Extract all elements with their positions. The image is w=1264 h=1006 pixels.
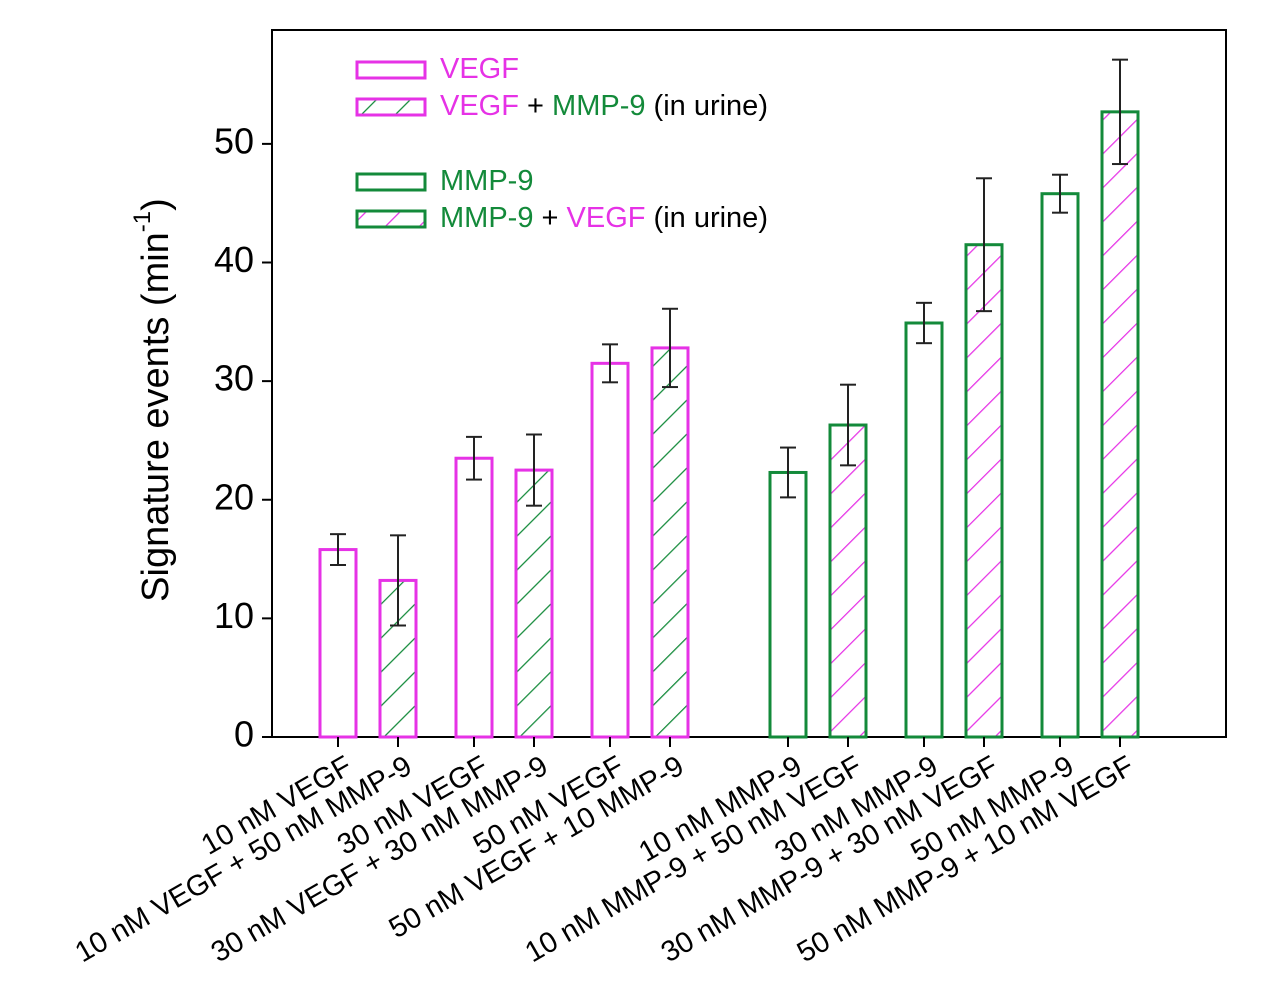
legend-swatch	[355, 97, 427, 117]
y-tick-label: 0	[234, 714, 254, 755]
y-tick-label: 30	[214, 358, 254, 399]
bar	[318, 548, 358, 739]
legend-label-part: (in urine)	[645, 202, 768, 234]
bar-hatch	[830, 425, 866, 737]
legend-label-part: MMP-9	[552, 90, 645, 122]
plot-frame	[271, 29, 1227, 738]
y-tick-label: 10	[214, 595, 254, 636]
legend-label: MMP-9 + VEGF (in urine)	[440, 202, 768, 234]
legend-label-part: MMP-9	[440, 202, 533, 234]
y-tick-label: 20	[214, 476, 254, 517]
legend-label: MMP-9	[440, 165, 533, 197]
bar	[768, 470, 808, 739]
y-tick-label: 50	[214, 120, 254, 161]
bar	[590, 361, 630, 739]
legend-swatch	[355, 172, 427, 192]
legend-label-part: VEGF	[440, 53, 519, 85]
bar-hatch	[516, 470, 552, 737]
legend-label: VEGF	[440, 53, 519, 85]
legend-label-part: VEGF	[440, 90, 519, 122]
y-axis-label-part: Signature events (min	[135, 232, 177, 602]
y-axis-label-part: -1	[129, 211, 156, 232]
legend-label-part: MMP-9	[440, 165, 533, 197]
bar	[1040, 192, 1080, 739]
bar-hatch	[652, 347, 688, 737]
legend-swatch	[355, 209, 427, 229]
legend-label-part: +	[533, 202, 566, 234]
bar-hatch	[966, 244, 1002, 738]
legend-label-part: +	[519, 90, 552, 122]
bar-hatch	[1102, 111, 1138, 738]
y-axis-label: Signature events (min-1)	[129, 198, 177, 602]
y-tick-label: 40	[214, 239, 254, 280]
legend-hatch	[357, 211, 425, 227]
bar	[904, 321, 944, 739]
legend-label-part: (in urine)	[645, 90, 768, 122]
legend-label-part: VEGF	[567, 202, 646, 234]
y-axis-label-part: )	[135, 198, 177, 211]
legend-hatch	[357, 99, 425, 115]
legend-label: VEGF + MMP-9 (in urine)	[440, 90, 768, 122]
legend-swatch	[355, 60, 427, 80]
bar	[454, 456, 494, 739]
